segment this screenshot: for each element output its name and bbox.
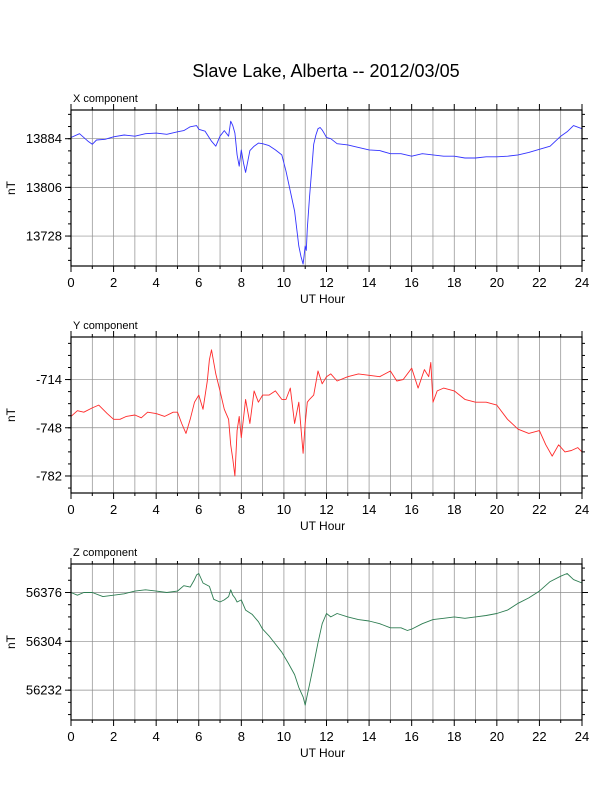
x-axis-label: UT Hour xyxy=(300,746,345,760)
y-tick-label: 13806 xyxy=(26,180,62,195)
y-axis-label: nT xyxy=(4,634,18,649)
x-tick-label: 14 xyxy=(362,729,376,744)
x-tick-label: 14 xyxy=(362,275,376,290)
x-tick-label: 0 xyxy=(67,729,74,744)
panel-title: Z component xyxy=(73,547,137,559)
y-tick-label: 13884 xyxy=(26,131,62,146)
x-tick-label: 14 xyxy=(362,502,376,517)
x-tick-label: 22 xyxy=(532,502,546,517)
x-tick-label: 8 xyxy=(238,275,245,290)
y-tick-label: -748 xyxy=(36,420,62,435)
x-tick-label: 24 xyxy=(575,729,589,744)
x-tick-label: 2 xyxy=(110,502,117,517)
x-tick-label: 6 xyxy=(195,729,202,744)
x-tick-label: 18 xyxy=(447,275,461,290)
y-tick-label: 56304 xyxy=(26,634,62,649)
panel-title: X component xyxy=(73,93,138,105)
x-tick-label: 10 xyxy=(277,729,291,744)
y-tick-label: 13728 xyxy=(26,229,62,244)
x-tick-label: 24 xyxy=(575,502,589,517)
data-series-line xyxy=(70,120,583,265)
x-tick-label: 24 xyxy=(575,275,589,290)
x-tick-label: 10 xyxy=(277,502,291,517)
x-tick-label: 10 xyxy=(277,275,291,290)
panel-title: Y component xyxy=(73,320,138,332)
data-series-line xyxy=(70,573,583,706)
x-tick-label: 2 xyxy=(110,729,117,744)
y-axis-label: nT xyxy=(4,180,18,195)
y-axis-label: nT xyxy=(4,407,18,422)
x-tick-label: 8 xyxy=(238,502,245,517)
x-tick-label: 4 xyxy=(153,275,160,290)
x-tick-label: 18 xyxy=(447,502,461,517)
y-tick-label: 56232 xyxy=(26,683,62,698)
data-series-line xyxy=(70,349,583,477)
x-tick-label: 2 xyxy=(110,275,117,290)
x-tick-label: 8 xyxy=(238,729,245,744)
x-tick-label: 6 xyxy=(195,275,202,290)
x-tick-label: 0 xyxy=(67,275,74,290)
x-tick-label: 20 xyxy=(490,275,504,290)
x-tick-label: 12 xyxy=(319,502,333,517)
x-tick-label: 4 xyxy=(153,502,160,517)
x-tick-label: 20 xyxy=(490,729,504,744)
x-tick-label: 22 xyxy=(532,729,546,744)
y-tick-label: 56376 xyxy=(26,585,62,600)
x-tick-label: 6 xyxy=(195,502,202,517)
x-axis-label: UT Hour xyxy=(300,292,345,306)
x-axis-label: UT Hour xyxy=(300,519,345,533)
x-tick-label: 16 xyxy=(404,729,418,744)
x-tick-label: 16 xyxy=(404,275,418,290)
y-tick-label: -714 xyxy=(36,372,62,387)
x-tick-label: 18 xyxy=(447,729,461,744)
x-tick-label: 22 xyxy=(532,275,546,290)
x-tick-label: 0 xyxy=(67,502,74,517)
y-tick-label: -782 xyxy=(36,468,62,483)
chart-title: Slave Lake, Alberta -- 2012/03/05 xyxy=(192,61,459,81)
x-tick-label: 4 xyxy=(153,729,160,744)
x-tick-label: 16 xyxy=(404,502,418,517)
x-tick-label: 12 xyxy=(319,275,333,290)
x-tick-label: 12 xyxy=(319,729,333,744)
x-tick-label: 20 xyxy=(490,502,504,517)
